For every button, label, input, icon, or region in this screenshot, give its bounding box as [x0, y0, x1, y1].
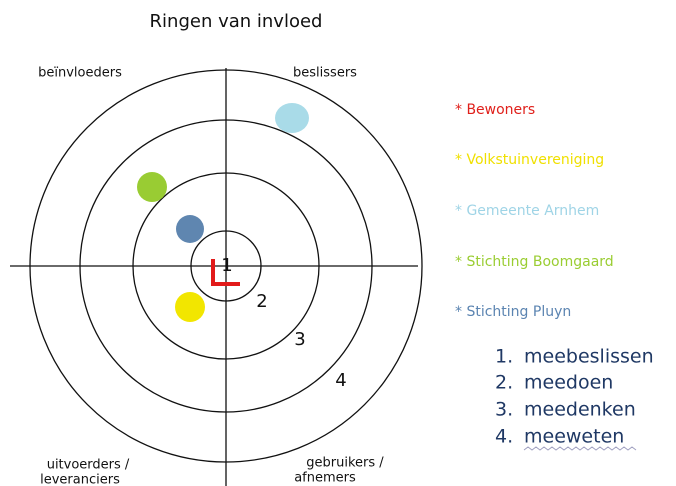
legend-item: * Bewoners [455, 102, 535, 118]
quadrant-label: beslissers [293, 66, 357, 81]
bewoners-marker [211, 259, 240, 286]
rings [10, 68, 423, 486]
ring-number: 1 [221, 255, 232, 276]
quadrant-label: uitvoerders / [47, 458, 130, 473]
quadrant-label: gebruikers / [306, 456, 384, 471]
quadrant-label: beïnvloeders [38, 66, 122, 81]
legend-item: * Stichting Boomgaard [455, 254, 614, 270]
legend-item: * Volkstuinvereniging [455, 152, 604, 168]
stakeholder-dot [137, 172, 167, 202]
legend-item: * Stichting Pluyn [455, 304, 571, 320]
level-text: meeweten [524, 426, 624, 448]
level-text: meedenken [524, 399, 636, 421]
ring-number: 3 [294, 329, 305, 350]
level-number: 2. [495, 372, 513, 394]
ring-number: 4 [335, 370, 346, 391]
legend-item: * Gemeente Arnhem [455, 203, 599, 219]
title: Ringen van invloed [150, 11, 323, 32]
quadrant-label: afnemers [294, 471, 356, 486]
spell-underline [523, 446, 637, 451]
level-number: 4. [495, 426, 513, 448]
level-number: 3. [495, 399, 513, 421]
levels: 1. meebeslissen 2. meedoen 3. meedenken … [495, 346, 654, 451]
level-text: meedoen [524, 372, 613, 394]
stakeholder-dot [175, 292, 205, 322]
quadrant-label: leveranciers [40, 473, 120, 486]
ring-number: 2 [256, 291, 267, 312]
stakeholder-dot [176, 215, 204, 243]
level-text: meebeslissen [524, 346, 654, 368]
stakeholder-dot [275, 103, 309, 133]
level-number: 1. [495, 346, 513, 368]
